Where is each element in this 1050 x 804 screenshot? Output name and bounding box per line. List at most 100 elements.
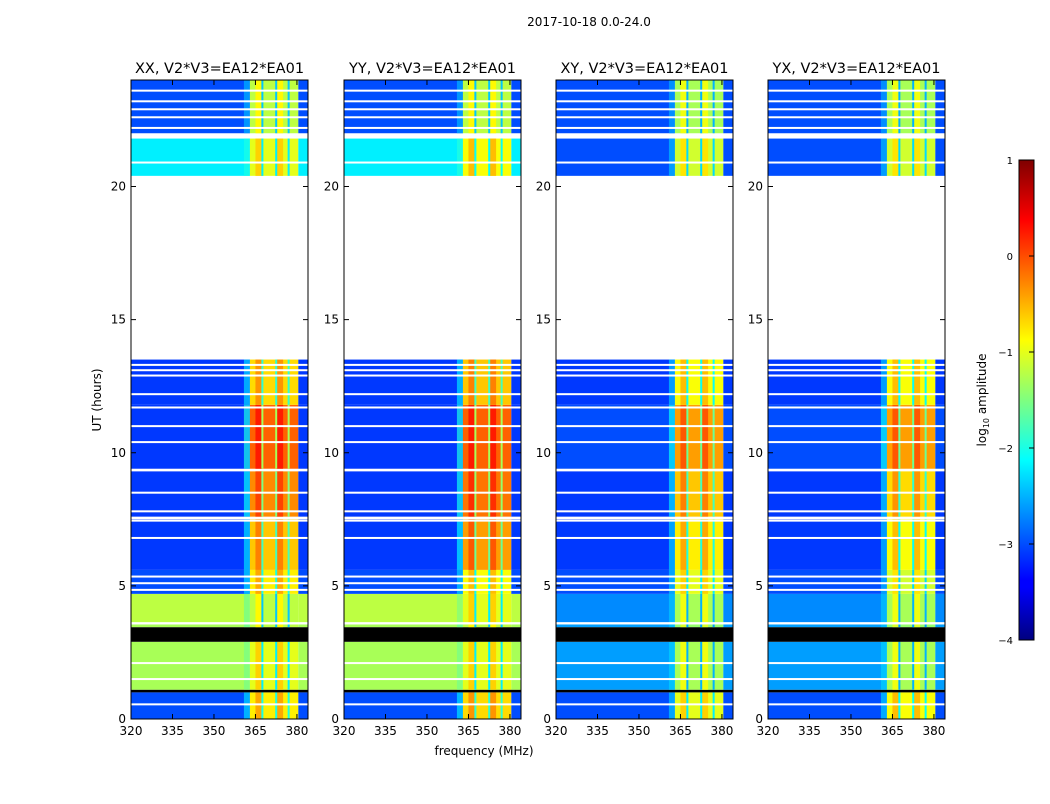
heatmap-cell-rfi-peak — [255, 692, 263, 719]
heatmap-cell-background — [556, 138, 675, 176]
x-tick-label: 320 — [120, 724, 143, 738]
data-gap-line — [556, 536, 733, 539]
heatmap-cell-rfi-gap — [898, 471, 901, 517]
heatmap-cell-transition — [880, 641, 887, 690]
heatmap-cell-transition — [456, 519, 463, 570]
heatmap-cell-rfi-gap — [898, 138, 901, 176]
flagged-block — [556, 689, 733, 693]
heatmap-cell-rfi-gap — [924, 404, 927, 469]
heatmap-cell-background — [511, 80, 521, 134]
heatmap-cell-rfi-peak — [276, 80, 284, 134]
y-tick-label: 15 — [111, 313, 126, 327]
heatmap-cell-rfi-peak — [913, 471, 921, 517]
heatmap-cell-rfi-gap — [275, 519, 278, 570]
data-gap-line — [768, 588, 945, 591]
x-tick-label: 335 — [161, 724, 184, 738]
data-gap-line — [131, 116, 308, 119]
heatmap-cell-background — [131, 692, 250, 719]
heatmap-cell-rfi-gap — [712, 593, 715, 624]
colorbar-tick-label: −1 — [998, 348, 1013, 359]
axes-frame — [343, 79, 522, 720]
data-gap-line — [344, 108, 521, 111]
heatmap-segment — [131, 404, 308, 469]
data-gap-line — [344, 575, 521, 578]
data-gap-line — [344, 491, 521, 494]
heatmap-cell-rfi-gap — [488, 692, 491, 719]
heatmap-segment — [768, 138, 945, 176]
heatmap-cell-rfi-gap — [488, 641, 491, 690]
heatmap-cell-rfi-peak — [701, 404, 709, 469]
heatmap-cell-rfi-gap — [275, 80, 278, 134]
heatmap-cell-rfi-gap — [488, 569, 491, 594]
heatmap-cell-background — [556, 404, 675, 469]
data-gap-line — [131, 108, 308, 111]
data-gap-line — [556, 678, 733, 681]
heatmap-cell-transition — [880, 692, 887, 719]
x-tick-label: 350 — [628, 724, 651, 738]
heatmap-cell-rfi-gap — [261, 359, 264, 405]
heatmap-cell-rfi-peak — [276, 471, 284, 517]
heatmap-segment — [344, 624, 521, 628]
heatmap-cell-background — [511, 692, 521, 719]
x-tick-label: 335 — [586, 724, 609, 738]
heatmap-cell-rfi-peak — [468, 569, 476, 594]
data-gap-line — [344, 374, 521, 377]
heatmap-cell-background — [344, 519, 463, 570]
axes-frame — [767, 79, 946, 720]
heatmap-cell-rfi-gap — [500, 624, 503, 628]
heatmap-segment — [556, 404, 733, 469]
heatmap-cell-transition — [456, 624, 463, 628]
heatmap-cell-rfi-gap — [712, 624, 715, 628]
heatmap-cell-transition — [456, 641, 463, 690]
heatmap-cell-rfi-gap — [712, 359, 715, 405]
heatmap-cell-background — [723, 624, 733, 628]
heatmap-cell-background — [131, 641, 250, 690]
heatmap-cell-background — [935, 138, 945, 176]
y-tick-label: 0 — [118, 712, 126, 726]
heatmap-cell-background — [298, 624, 308, 628]
heatmap-cell-transition — [880, 80, 887, 134]
heatmap-cell-transition — [243, 593, 250, 624]
heatmap-segment — [344, 404, 521, 469]
heatmap-cell-rfi-peak — [255, 359, 263, 405]
heatmap-cell-rfi-gap — [712, 404, 715, 469]
data-gap-line — [556, 369, 733, 372]
heatmap-cell-transition — [668, 641, 675, 690]
heatmap-cell-rfi-gap — [700, 80, 703, 134]
colorbar-tick-label: −3 — [998, 540, 1013, 551]
heatmap-cell-transition — [668, 593, 675, 624]
heatmap-cell-rfi-gap — [924, 641, 927, 690]
heatmap-cell-background — [298, 569, 308, 594]
heatmap-cell-rfi-gap — [287, 471, 290, 517]
heatmap-cell-rfi-gap — [898, 692, 901, 719]
y-tick-label: 20 — [536, 180, 551, 194]
heatmap-cell-rfi-peak — [913, 138, 921, 176]
heatmap-cell-rfi-gap — [474, 404, 477, 469]
heatmap-cell-background — [935, 519, 945, 570]
heatmap-cell-rfi-gap — [924, 471, 927, 517]
colorbar-tick-label: 1 — [1007, 156, 1013, 167]
colorbar-gradient — [1018, 159, 1035, 641]
heatmap-cell-rfi-gap — [500, 519, 503, 570]
panel-title: YY, V2*V3=EA12*EA01 — [348, 61, 516, 77]
heatmap-cell-rfi-peak — [913, 519, 921, 570]
heatmap-cell-background — [298, 80, 308, 134]
y-tick-label: 5 — [543, 579, 551, 593]
heatmap-segment — [556, 80, 733, 134]
heatmap-segment — [556, 471, 733, 517]
heatmap-cell-rfi-gap — [261, 641, 264, 690]
heatmap-cell-background — [935, 359, 945, 405]
heatmap-segment — [768, 624, 945, 628]
heatmap-cell-background — [723, 692, 733, 719]
x-tick-label: 350 — [840, 724, 863, 738]
data-gap-line — [556, 134, 733, 137]
x-tick-label: 380 — [922, 724, 945, 738]
data-gap-line — [344, 100, 521, 103]
x-tick-label: 335 — [374, 724, 397, 738]
heatmap-cell-transition — [880, 569, 887, 594]
heatmap-cell-background — [298, 359, 308, 405]
heatmap-cell-rfi-gap — [686, 80, 689, 134]
data-gap-line — [344, 678, 521, 681]
heatmap-cell-rfi-peak — [892, 519, 900, 570]
figure-title: 2017-10-18 0.0-24.0 — [527, 15, 651, 29]
